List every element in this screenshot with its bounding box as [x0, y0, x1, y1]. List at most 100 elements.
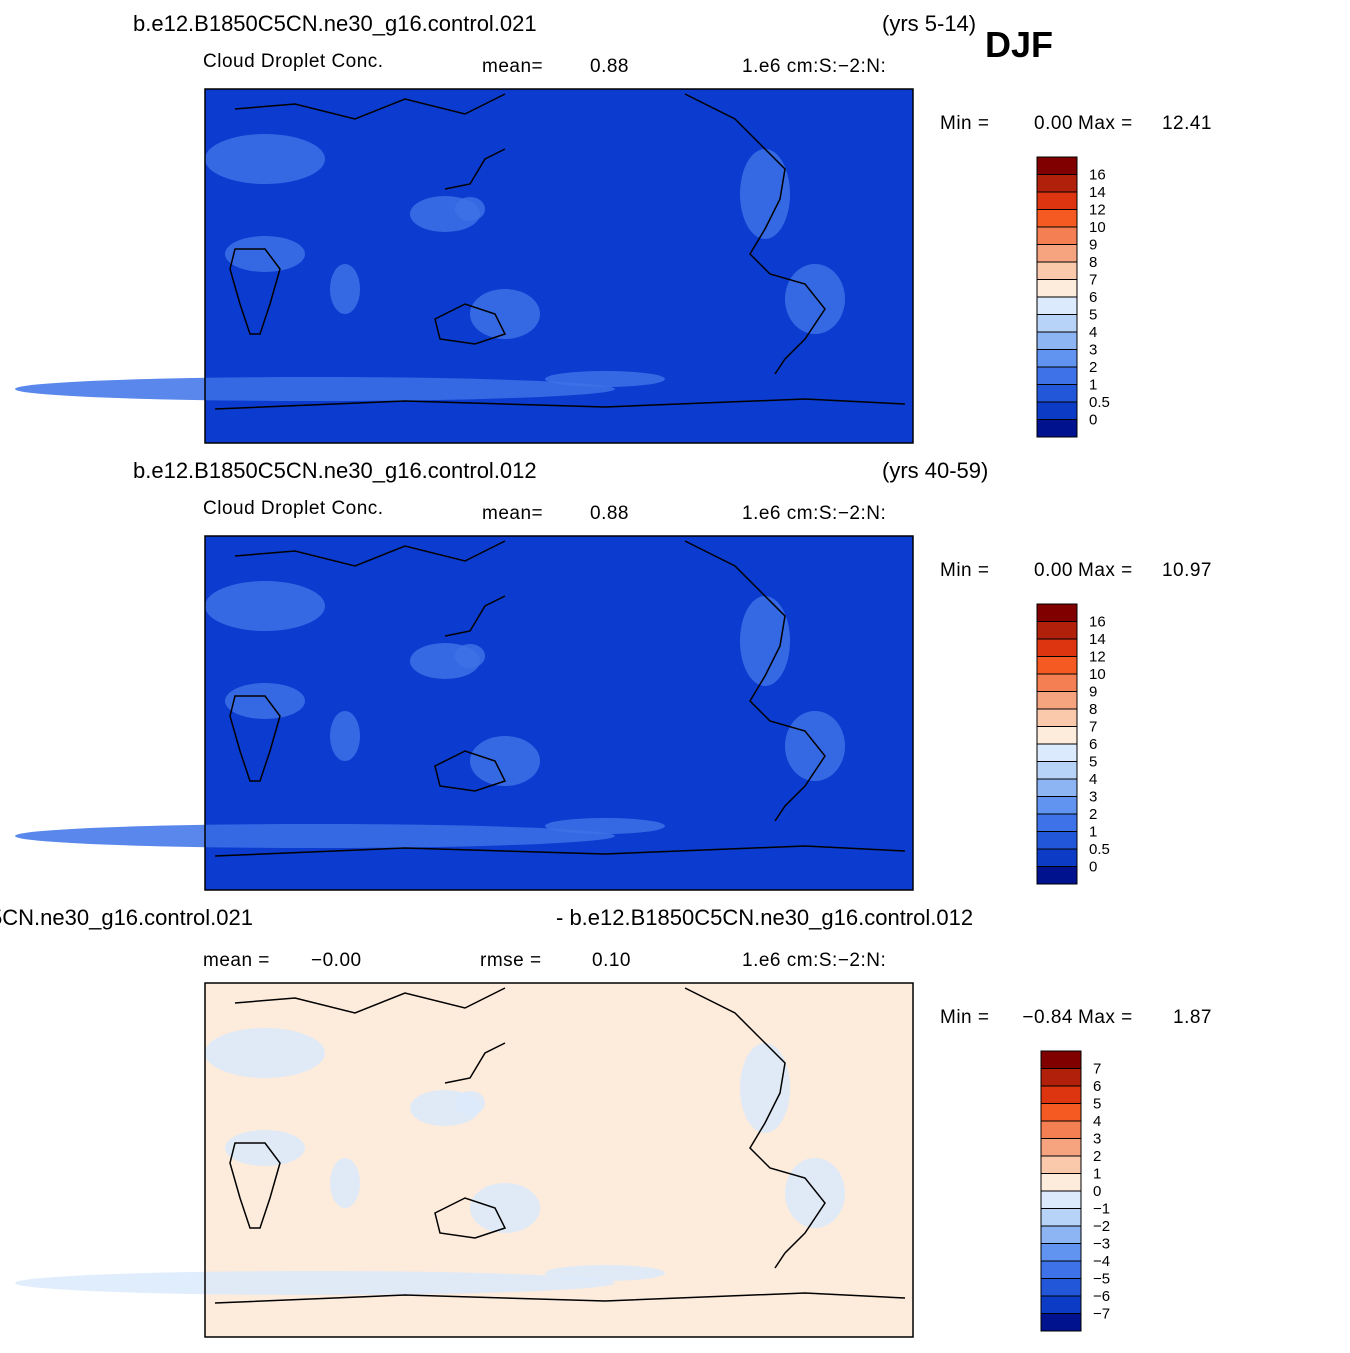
colorbar-box — [1036, 621, 1078, 640]
max-label: Max = — [1078, 113, 1133, 134]
colorbar-box — [1040, 1278, 1082, 1297]
colorbar-label: −3 — [1093, 1236, 1110, 1253]
map-field — [545, 371, 665, 387]
colorbar-box — [1040, 1313, 1082, 1332]
map-field — [455, 644, 485, 668]
coastline — [214, 93, 906, 410]
colorbar-label: 16 — [1089, 614, 1106, 631]
colorbar-box — [1036, 209, 1078, 228]
map-field — [470, 736, 540, 786]
colorbar-label: 0 — [1093, 1183, 1101, 1200]
map — [15, 88, 914, 444]
colorbar-box — [1036, 691, 1078, 710]
colorbar-label: 0 — [1089, 412, 1097, 429]
colorbar-box — [1036, 831, 1078, 850]
coastline — [214, 987, 906, 1304]
colorbar-label: 8 — [1089, 701, 1097, 718]
colorbar-box — [1040, 1085, 1082, 1104]
map-field — [455, 197, 485, 221]
map-field — [545, 1265, 665, 1281]
map-field — [225, 683, 305, 719]
colorbar-label: 2 — [1089, 359, 1097, 376]
colorbar-box — [1036, 349, 1078, 368]
panel: b.e12.B1850C5CN.ne30_g16.control.012 (yrs… — [15, 458, 1212, 891]
panel-title: b.e12.B1850C5CN.ne30_g16.control.012 — [133, 458, 537, 483]
map-field — [785, 264, 845, 334]
colorbar-box — [1036, 156, 1078, 175]
colorbar-label: −7 — [1093, 1306, 1110, 1323]
season: DJF — [985, 24, 1053, 65]
colorbar-box — [1036, 726, 1078, 745]
colorbar-box — [1036, 848, 1078, 867]
min-value: 0.00 — [1034, 560, 1073, 581]
map — [15, 982, 914, 1338]
colorbar-label: 10 — [1089, 219, 1106, 236]
colorbar-label: 7 — [1093, 1061, 1101, 1078]
colorbar-box — [1040, 1260, 1082, 1279]
panel-title-2: - b.e12.B1850C5CN.ne30_g16.control.012 — [556, 905, 973, 930]
colorbar-label: 9 — [1089, 237, 1097, 254]
colorbar-box — [1036, 796, 1078, 815]
map-field — [330, 1158, 360, 1208]
map-frame — [204, 535, 914, 891]
colorbar-label: 4 — [1089, 324, 1097, 341]
colorbar-box — [1036, 401, 1078, 420]
colorbar-box — [1040, 1225, 1082, 1244]
max-label: Max = — [1078, 1007, 1133, 1028]
colorbar-label: 9 — [1089, 684, 1097, 701]
units: 1.e6 cm:S:−2:N: — [742, 56, 886, 77]
colorbar-box — [1040, 1155, 1082, 1174]
map-field — [205, 1028, 325, 1078]
colorbar-box — [1036, 244, 1078, 263]
colorbar-label: 3 — [1089, 789, 1097, 806]
colorbar-label: 0.5 — [1089, 841, 1110, 858]
colorbar-label: 8 — [1089, 254, 1097, 271]
map-field — [545, 818, 665, 834]
colorbar-box — [1036, 673, 1078, 692]
stat-value: 0.88 — [590, 56, 629, 77]
stat-value: 0.10 — [592, 950, 631, 971]
map-field — [225, 236, 305, 272]
colorbar-label: −5 — [1093, 1271, 1110, 1288]
min-label: Min = — [940, 560, 990, 581]
colorbar-box — [1036, 366, 1078, 385]
stat-label: mean = — [203, 950, 270, 971]
colorbar-box — [1036, 384, 1078, 403]
map-frame — [204, 88, 914, 444]
map — [15, 535, 914, 891]
colorbar-box — [1036, 603, 1078, 622]
colorbar-label: 5 — [1093, 1096, 1101, 1113]
colorbar-label: 1 — [1089, 824, 1097, 841]
map-frame — [204, 982, 914, 1338]
map-field — [740, 149, 790, 239]
colorbar-label: 14 — [1089, 631, 1106, 648]
colorbar-box — [1036, 419, 1078, 438]
colorbar-label: 4 — [1093, 1113, 1101, 1130]
colorbar-box — [1040, 1243, 1082, 1262]
map-field — [455, 1091, 485, 1115]
colorbar-box — [1036, 331, 1078, 350]
colorbar-box — [1040, 1190, 1082, 1209]
map-field — [470, 289, 540, 339]
units: 1.e6 cm:S:−2:N: — [742, 503, 886, 524]
colorbar-box — [1036, 279, 1078, 298]
variable-name: Cloud Droplet Conc. — [203, 51, 384, 72]
max-value: 12.41 — [1162, 113, 1212, 134]
colorbar-label: 3 — [1093, 1131, 1101, 1148]
colorbar-box — [1036, 261, 1078, 280]
colorbar-box — [1040, 1120, 1082, 1139]
max-value: 1.87 — [1173, 1007, 1212, 1028]
colorbar-box — [1040, 1173, 1082, 1192]
colorbar-box — [1040, 1050, 1082, 1069]
coastline — [214, 540, 906, 857]
colorbar-label: 4 — [1089, 771, 1097, 788]
colorbar-label: 2 — [1093, 1148, 1101, 1165]
stat-label: mean= — [482, 503, 543, 524]
map-field — [330, 711, 360, 761]
panel-title: b.e12.B1850C5CN.ne30_g16.control.021 — [0, 905, 253, 930]
colorbar-label: 12 — [1089, 649, 1106, 666]
colorbar-box — [1036, 656, 1078, 675]
max-label: Max = — [1078, 560, 1133, 581]
map-field — [225, 1130, 305, 1166]
colorbar-label: 10 — [1089, 666, 1106, 683]
